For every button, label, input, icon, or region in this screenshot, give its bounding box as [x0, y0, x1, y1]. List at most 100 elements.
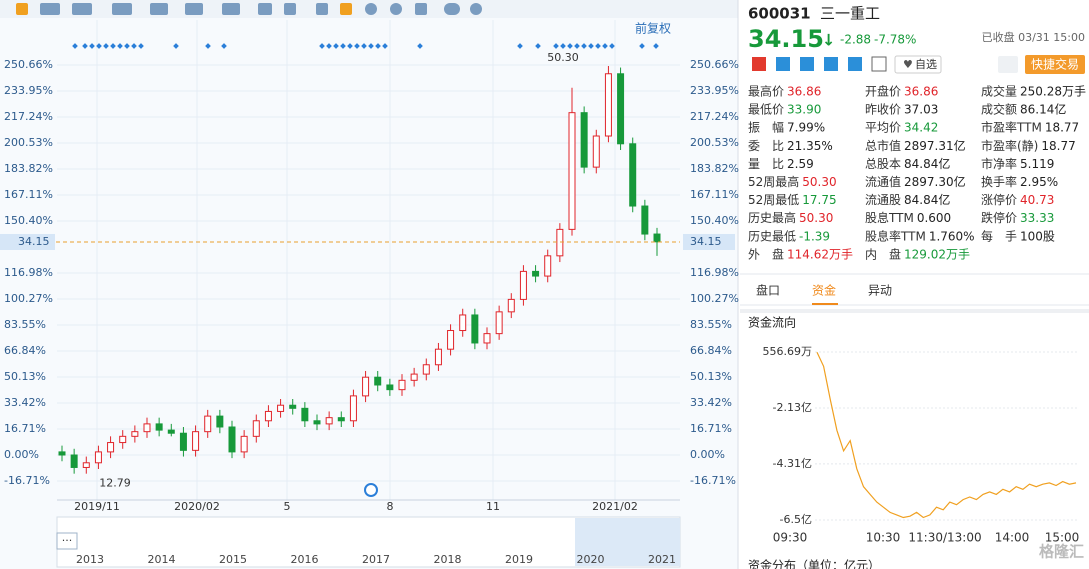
- x-tick-label: 11: [486, 500, 500, 513]
- watch-label: 自选: [915, 58, 937, 71]
- y-tick-label: 66.84%: [4, 344, 46, 357]
- navigator-year: 2021: [648, 553, 676, 566]
- stat-label: 开盘价: [865, 84, 901, 99]
- signal-dot: [574, 43, 580, 49]
- y-tick-label: 116.98%: [4, 266, 53, 279]
- flow-y-label: -4.31亿: [773, 457, 812, 470]
- stat-value: 129.02万手: [904, 247, 970, 261]
- tab[interactable]: 异动: [868, 284, 892, 298]
- candle-body: [349, 395, 357, 422]
- stat-value: 36.86: [904, 85, 938, 99]
- stat-value: 18.77: [1045, 121, 1079, 135]
- stat-value: 7.99%: [787, 121, 825, 135]
- candle-body: [386, 384, 394, 391]
- annotation: 12.79: [99, 477, 131, 490]
- candle-body: [422, 364, 430, 375]
- candle-body: [325, 417, 333, 425]
- candle-body: [641, 205, 649, 235]
- y-tick-label-right: 116.98%: [690, 266, 739, 279]
- signal-dot: [535, 43, 541, 49]
- stat-label: 每 手: [981, 228, 1017, 243]
- tab[interactable]: 资金: [812, 283, 836, 298]
- current-price-box-right: [683, 233, 735, 250]
- alert-button[interactable]: [998, 56, 1018, 73]
- signal-dot: [567, 43, 573, 49]
- y-tick-label: 183.82%: [4, 162, 53, 175]
- stat-label: 市净率: [981, 156, 1017, 171]
- y-tick-label-right: 66.84%: [690, 344, 732, 357]
- candle-body: [82, 462, 90, 468]
- stat-label: 历史最低: [748, 229, 796, 243]
- stock-name: 三一重工: [820, 5, 880, 23]
- watermark: 格隆汇: [1039, 543, 1084, 561]
- y-tick-label: 217.24%: [4, 110, 53, 123]
- candle-body: [532, 270, 540, 277]
- y-tick-label-right: 233.95%: [690, 84, 739, 97]
- y-tick-label-right: 0.00%: [690, 448, 725, 461]
- y-tick-label: 100.27%: [4, 292, 53, 305]
- stat-value: 114.62万手: [787, 247, 853, 261]
- x-tick-label: 2019/11: [74, 500, 120, 513]
- stat-label: 市盈率(静): [981, 138, 1038, 153]
- stat-value: 50.30: [802, 175, 836, 189]
- stat-value: 40.73: [1020, 193, 1054, 207]
- candle-body: [447, 330, 455, 350]
- y-tick-label-right: 83.55%: [690, 318, 732, 331]
- tab[interactable]: 盘口: [756, 283, 780, 298]
- stat-value: 2.95%: [1020, 175, 1058, 189]
- stat-value: 250.28万手: [1020, 85, 1086, 99]
- stat-value: 18.77: [1041, 139, 1075, 153]
- signal-dot: [595, 43, 601, 49]
- quote-icons: [752, 56, 887, 72]
- y-tick-label: 167.11%: [4, 188, 53, 201]
- tab-underline: [812, 303, 838, 305]
- trade-label: 快捷交易: [1031, 57, 1079, 72]
- navigator-year: 2017: [362, 553, 390, 566]
- stat-label: 跌停价: [981, 210, 1017, 225]
- stat-value: 33.90: [787, 103, 821, 117]
- x-tick-label: 2020/02: [174, 500, 220, 513]
- stat-label: 量 比: [748, 157, 784, 171]
- current-price-label: 34.15: [18, 235, 50, 248]
- y-tick-label-right: 16.71%: [690, 422, 732, 435]
- navigator-window[interactable]: [575, 518, 680, 566]
- candle-body: [228, 426, 236, 453]
- candle-body: [155, 423, 163, 431]
- stat-value: 36.86: [787, 85, 821, 99]
- candle-body: [617, 73, 625, 145]
- navigator-menu[interactable]: [56, 532, 78, 550]
- y-tick-label: 150.40%: [4, 214, 53, 227]
- watch-button[interactable]: [894, 55, 942, 74]
- stat-label: 流通值: [865, 174, 901, 189]
- candle-body: [544, 255, 552, 277]
- price: 34.15: [748, 25, 824, 53]
- signal-dot: [609, 43, 615, 49]
- event-marker[interactable]: [364, 483, 378, 497]
- candle-body: [459, 314, 467, 332]
- market-status: 已收盘 03/31 15:00: [982, 30, 1085, 44]
- candle-body: [94, 451, 102, 464]
- candle-body: [216, 415, 224, 428]
- y-tick-label-right: 150.40%: [690, 214, 739, 227]
- stat-label: 振 幅: [748, 120, 784, 135]
- stat-value: 0.600: [917, 211, 951, 225]
- stat-value: 33.33: [1020, 211, 1054, 225]
- candle-body: [70, 454, 78, 468]
- stat-label: 涨停价: [981, 192, 1017, 207]
- candle-body: [580, 112, 588, 168]
- navigator-year: 2016: [291, 553, 319, 566]
- trade-button[interactable]: [1025, 55, 1085, 74]
- candle-body: [192, 431, 200, 451]
- y-tick-label: 233.95%: [4, 84, 53, 97]
- candle-body: [337, 417, 345, 422]
- y-tick-label: 50.13%: [4, 370, 46, 383]
- stat-label: 外 盘: [748, 246, 784, 261]
- candle-body: [131, 431, 139, 437]
- stat-label: 股息率TTM: [865, 228, 926, 243]
- stat-label: 历史最高: [748, 210, 796, 225]
- candle-body: [629, 143, 637, 207]
- y-tick-label-right: 217.24%: [690, 110, 739, 123]
- change-pct: -7.78%: [874, 33, 916, 47]
- adjust-mode[interactable]: 前复权: [635, 21, 671, 36]
